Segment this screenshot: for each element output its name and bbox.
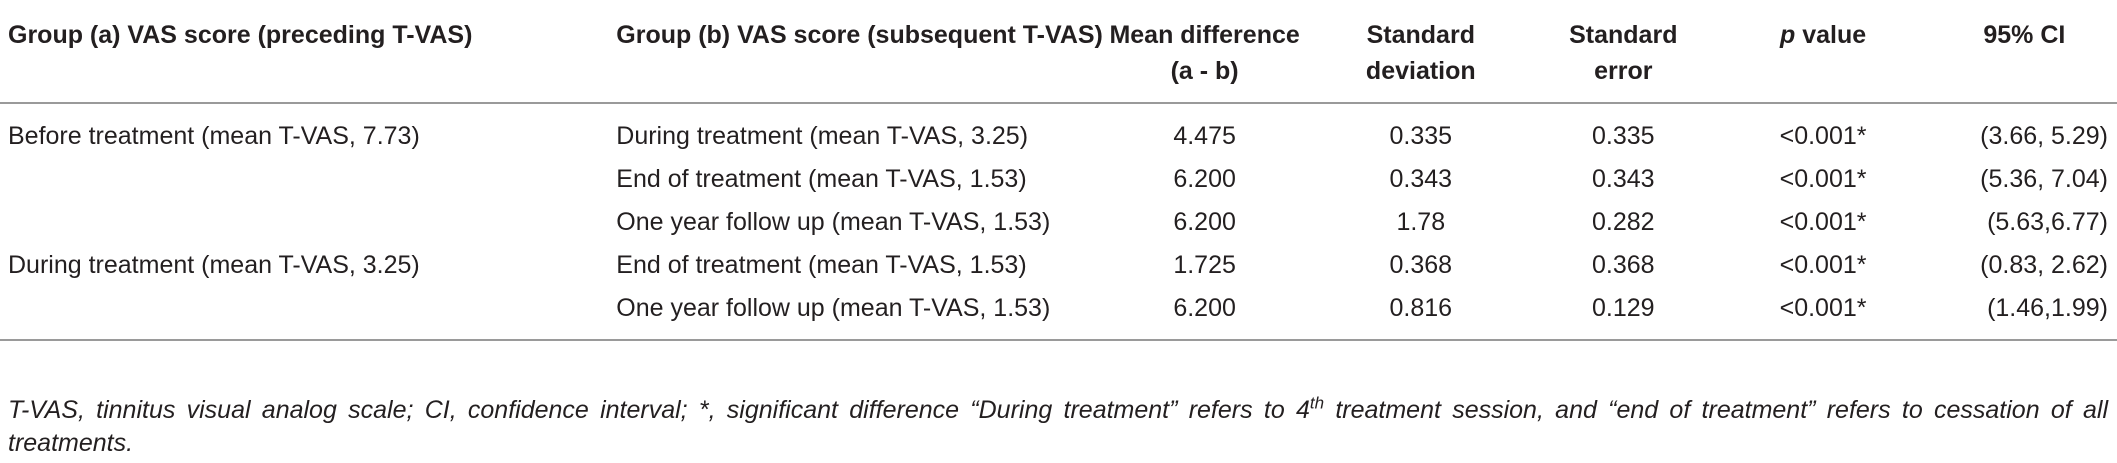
cell-standard-error: 0.343 [1592,165,1655,193]
header-p-value: p value [1705,0,1941,104]
footnote-superscript: th [1309,393,1325,413]
table-row: One year follow up (mean T-VAS, 1.53) 6.… [0,287,2117,341]
cell-group-a: Before treatment (mean T-VAS, 7.73) [8,122,420,150]
cell-p-value: <0.001* [1705,287,1941,341]
cell-standard-deviation: 0.368 [1389,251,1453,279]
results-table: Group (a) VAS score (preceding T-VAS) Gr… [0,0,2117,341]
cell-95-ci: (3.66, 5.29) [1980,122,2108,150]
cell-mean-difference: 4.475 [1173,122,1236,150]
cell-standard-error: 0.282 [1592,208,1655,236]
cell-group-b: During treatment (mean T-VAS, 3.25) [616,122,1029,150]
header-se-line2: error [1594,57,1653,85]
header-sd-line2: deviation [1365,57,1476,85]
table-row: Before treatment (mean T-VAS, 7.73) Duri… [0,103,2117,158]
cell-95-ci: (1.46,1.99) [1940,287,2117,341]
cell-standard-error: 0.129 [1541,287,1706,341]
header-mean-difference-line2: (a - b) [1170,57,1239,85]
header-ci-label: 95% CI [1983,21,2066,49]
cell-group-a: During treatment (mean T-VAS, 3.25) [8,251,420,279]
cell-group-b: End of treatment (mean T-VAS, 1.53) [616,165,1027,193]
header-p-rest: value [1795,21,1867,49]
cell-standard-deviation: 0.335 [1389,122,1453,150]
cell-mean-difference: 1.725 [1173,251,1236,279]
table-footnote: T-VAS, tinnitus visual analog scale; CI,… [8,394,2108,460]
cell-standard-error: 0.335 [1592,122,1655,150]
cell-standard-error: 0.368 [1592,251,1655,279]
cell-group-b: End of treatment (mean T-VAS, 1.53) [616,251,1027,279]
cell-standard-deviation: 0.343 [1389,165,1453,193]
header-95-ci: 95% CI [1940,0,2117,104]
header-group-b-label: Group (b) VAS score (subsequent T-VAS) [616,21,1103,49]
cell-mean-difference: 6.200 [1108,287,1301,341]
footnote-text-part2: treatment session, and “end of treatment… [8,396,2108,457]
cell-standard-deviation: 0.816 [1300,287,1542,341]
table-header-row: Group (a) VAS score (preceding T-VAS) Gr… [0,0,2117,104]
cell-group-a [0,158,616,201]
header-p-italic: p [1779,21,1796,49]
header-mean-difference-line1: Mean difference [1109,21,1300,49]
cell-group-a [0,287,617,341]
header-group-b: Group (b) VAS score (subsequent T-VAS) [616,0,1109,104]
table-row: End of treatment (mean T-VAS, 1.53) 6.20… [0,158,2117,201]
table-row: One year follow up (mean T-VAS, 1.53) 6.… [0,201,2117,244]
cell-group-b: One year follow up (mean T-VAS, 1.53) [616,287,1109,341]
footnote-text-part1: T-VAS, tinnitus visual analog scale; CI,… [8,396,1310,424]
header-sd-line1: Standard [1366,21,1475,49]
cell-group-b: One year follow up (mean T-VAS, 1.53) [616,208,1051,236]
header-standard-error: Standard error [1541,0,1706,104]
table-row: During treatment (mean T-VAS, 3.25) End … [0,244,2117,287]
header-mean-difference: Mean difference (a - b) [1108,0,1301,104]
header-se-line1: Standard [1569,21,1678,49]
cell-95-ci: (5.63,6.77) [1987,208,2108,236]
cell-95-ci: (5.36, 7.04) [1980,165,2108,193]
header-standard-deviation: Standard deviation [1300,0,1542,104]
cell-mean-difference: 6.200 [1173,165,1236,193]
cell-standard-deviation: 1.78 [1396,208,1446,236]
cell-mean-difference: 6.200 [1173,208,1236,236]
cell-95-ci: (0.83, 2.62) [1980,251,2108,279]
header-group-a: Group (a) VAS score (preceding T-VAS) [0,0,617,104]
results-table-container: Group (a) VAS score (preceding T-VAS) Gr… [0,0,2117,341]
cell-p-value: <0.001* [1779,165,1867,193]
cell-p-value: <0.001* [1779,208,1867,236]
cell-p-value: <0.001* [1779,251,1867,279]
cell-group-a [0,201,616,244]
cell-p-value: <0.001* [1779,122,1867,150]
header-group-a-label: Group (a) VAS score (preceding T-VAS) [8,21,473,49]
